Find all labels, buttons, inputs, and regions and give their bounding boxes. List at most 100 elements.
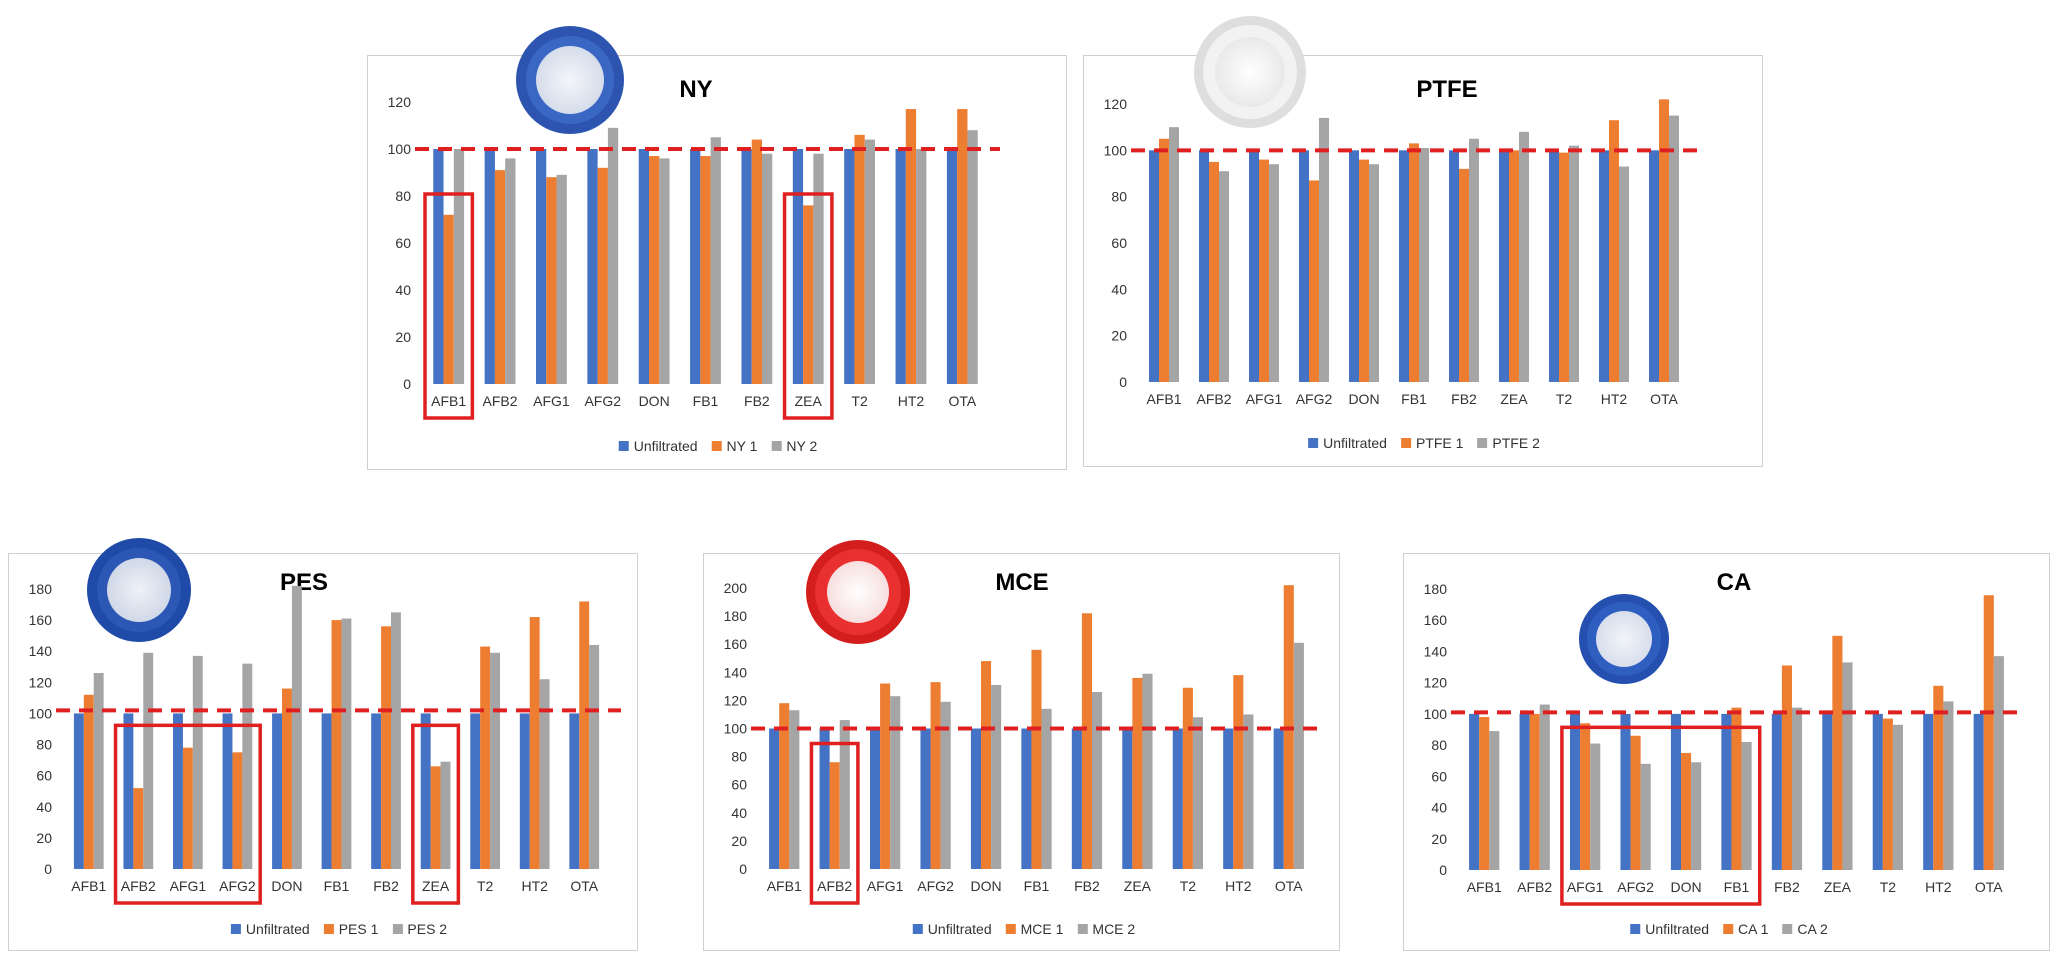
bar	[341, 618, 352, 869]
bar	[940, 701, 951, 869]
bar	[792, 149, 804, 384]
bar	[182, 747, 193, 869]
bar	[1031, 649, 1042, 869]
highlight-box	[1560, 725, 1762, 906]
bar	[1559, 152, 1569, 382]
bar	[123, 713, 134, 869]
chart-title: PES	[279, 569, 329, 596]
chart-plot: 0 20 40 60 80 100 120 140 160 180 200 AFB1 AFB2 AFG1 A…	[724, 580, 1326, 905]
bar	[1620, 713, 1631, 870]
bar	[83, 694, 94, 869]
x-tick-label: T2	[1880, 879, 1897, 895]
x-tick-label: DON	[970, 878, 1001, 894]
y-tick-label: 80	[1431, 737, 1447, 753]
pes-syringe-filter-icon	[87, 538, 191, 642]
bar	[1983, 595, 1994, 870]
x-tick-label: AFB1	[431, 393, 466, 409]
x-tick-label: AFG2	[584, 393, 621, 409]
y-tick-label: 120	[1104, 96, 1128, 112]
bar	[1549, 150, 1559, 382]
bar	[192, 655, 203, 869]
x-tick-label: AFB1	[1146, 391, 1181, 407]
bar	[1599, 150, 1609, 382]
chart-legend: Unfiltrated MCE 1 MCE 2	[912, 921, 1135, 937]
bar	[1721, 713, 1732, 870]
x-tick-label: FB2	[1074, 878, 1100, 894]
bar	[839, 720, 850, 869]
bar	[1670, 713, 1681, 870]
highlight-box	[423, 192, 475, 420]
bar	[1209, 161, 1219, 382]
chart-legend: Unfiltrated NY 1 NY 2	[618, 438, 817, 454]
bar	[1192, 717, 1203, 869]
bar	[1319, 117, 1329, 383]
bar	[1293, 642, 1304, 869]
chart-plot: 0 20 40 60 80 100 120 140 160 180 AFB1 AFB2 AFG1 AFG2…	[1424, 581, 2026, 906]
bar	[1269, 164, 1279, 382]
bar	[381, 626, 391, 869]
bar	[1590, 743, 1601, 870]
bar	[1169, 127, 1179, 383]
bar	[453, 149, 465, 384]
x-tick-label: AFG2	[917, 878, 954, 894]
y-tick-label: 140	[29, 643, 53, 659]
y-tick-label: 100	[1104, 142, 1128, 158]
y-tick-label: 160	[1424, 612, 1448, 628]
highlight-box	[809, 741, 860, 905]
bar	[232, 752, 243, 869]
bar	[1273, 728, 1284, 869]
chart-plot: 0 20 40 60 80 100 120 AFB1 AFB2 AFG1 AFG2 DON FB1 FB2…	[388, 94, 1000, 420]
bar	[536, 149, 547, 384]
bar	[1822, 713, 1833, 870]
x-tick-label: AFB1	[71, 878, 106, 894]
bar	[494, 170, 506, 384]
x-tick-label: OTA	[1650, 391, 1678, 407]
bar	[880, 683, 891, 869]
chart-panel-pes: PES 0 20 40 60 80 100 120 140 160 180 AFB1 AFB2 AFG1…	[8, 538, 638, 951]
x-tick-label: HT2	[1925, 879, 1952, 895]
bar	[1669, 115, 1679, 383]
bar	[1741, 741, 1752, 870]
bar	[700, 156, 711, 384]
bar	[539, 679, 550, 869]
x-tick-label: AFG1	[533, 393, 570, 409]
bar	[1469, 138, 1479, 382]
bar	[291, 585, 302, 869]
x-tick-label: T2	[477, 878, 494, 894]
x-tick-label: T2	[1556, 391, 1573, 407]
bar	[864, 139, 875, 384]
bar	[1973, 713, 1984, 870]
bar	[73, 713, 84, 869]
x-tick-label: HT2	[1225, 878, 1252, 894]
x-tick-label: OTA	[570, 878, 598, 894]
bar	[813, 153, 824, 384]
bar	[1649, 150, 1659, 382]
y-tick-label: 60	[1111, 235, 1127, 251]
bar	[1681, 752, 1692, 870]
y-tick-label: 180	[1424, 581, 1448, 597]
bar	[242, 663, 253, 869]
bar	[519, 713, 530, 869]
bar	[1449, 150, 1459, 382]
bar	[143, 652, 154, 869]
ca-syringe-filter-icon	[1579, 594, 1669, 684]
x-tick-label: DON	[639, 393, 670, 409]
bar	[505, 158, 516, 384]
y-tick-label: 180	[724, 608, 748, 624]
bar	[870, 728, 881, 869]
bar	[1081, 613, 1092, 869]
chart-legend: Unfiltrated PTFE 1 PTFE 2	[1308, 435, 1540, 451]
bar	[1459, 168, 1469, 382]
y-tick-label: 80	[1111, 189, 1127, 205]
bar	[930, 682, 941, 869]
y-tick-label: 0	[1439, 862, 1447, 878]
y-tick-label: 120	[388, 94, 412, 110]
x-tick-label: FB2	[373, 878, 399, 894]
x-tick-label: FB2	[1774, 879, 1800, 895]
x-tick-label: FB1	[1024, 878, 1050, 894]
x-tick-label: DON	[1670, 879, 1701, 895]
x-tick-label: HT2	[898, 393, 925, 409]
y-tick-label: 0	[739, 861, 747, 877]
x-tick-label: T2	[1180, 878, 1197, 894]
bar	[420, 713, 431, 869]
